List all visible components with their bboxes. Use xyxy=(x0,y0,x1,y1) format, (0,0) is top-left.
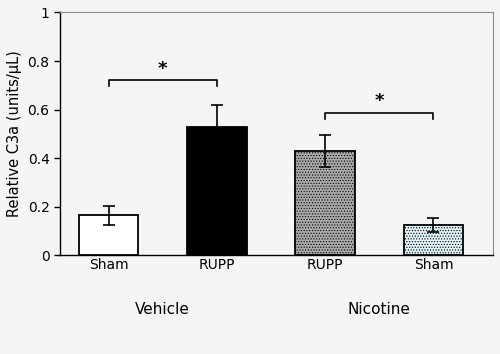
Bar xyxy=(187,127,246,256)
Text: Nicotine: Nicotine xyxy=(348,302,411,317)
Bar xyxy=(296,151,355,256)
Bar xyxy=(404,225,464,256)
Text: *: * xyxy=(158,59,168,78)
Bar xyxy=(79,215,138,256)
Text: *: * xyxy=(374,92,384,110)
Y-axis label: Relative C3a (units/μL): Relative C3a (units/μL) xyxy=(7,51,22,217)
Text: Vehicle: Vehicle xyxy=(136,302,190,317)
